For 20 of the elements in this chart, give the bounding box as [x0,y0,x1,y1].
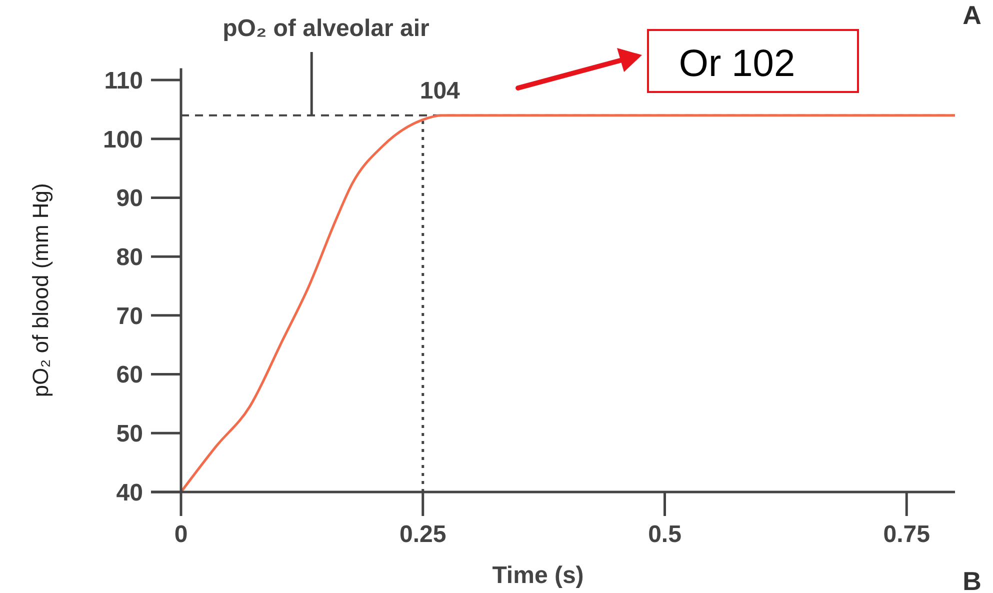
x-tick-label: 0.5 [648,521,682,548]
x-tick-label: 0.25 [400,521,446,548]
annotation: pO₂ of alveolar air [222,15,430,42]
text: B [962,566,982,593]
y-tick-label: 70 [116,302,143,330]
y-tick-label: 60 [116,362,143,389]
y-tick-label: 100 [102,126,143,154]
x-tick-label: 0 [174,521,188,548]
line-series [180,114,956,494]
x-axis-title: Time (s) [492,562,584,589]
y-tick-label: 50 [116,420,143,448]
x-tick-label: 0.75 [883,521,930,548]
y-tick-label: 90 [116,185,143,212]
text: A [962,0,982,30]
y-tick-label: 110 [104,67,143,94]
y-tick-label: 80 [116,244,143,271]
y-tick-label: 40 [116,479,143,506]
annotation: 104 [420,77,461,104]
y-axis-title: pO₂ of blood (mm Hg) [28,183,53,398]
annotation: Or 102 [678,43,796,85]
